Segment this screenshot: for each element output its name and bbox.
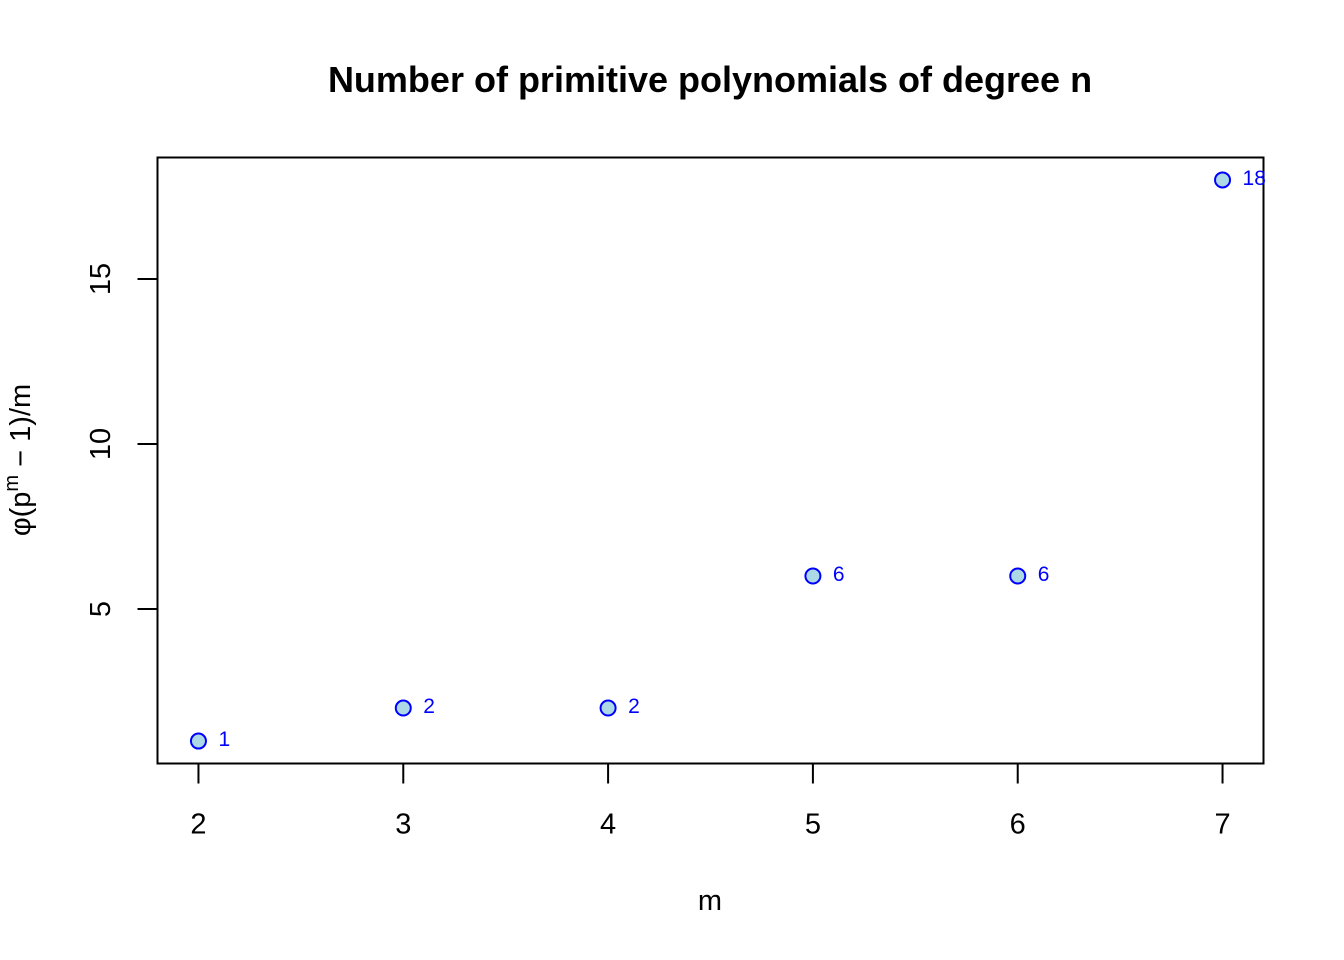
data-point-label: 2 xyxy=(423,695,435,718)
data-point-label: 6 xyxy=(1038,563,1050,586)
x-tick-label: 4 xyxy=(600,809,616,841)
data-point xyxy=(804,567,822,585)
data-point xyxy=(189,732,207,750)
x-tick-label: 3 xyxy=(395,809,411,841)
y-axis: 5 10 15 xyxy=(85,263,158,617)
data-points: 1 2 2 6 6 18 xyxy=(189,167,1266,751)
y-axis-title-suffix: − 1)/m xyxy=(5,384,37,475)
x-axis: 2 3 4 5 6 7 xyxy=(190,763,1231,841)
x-tick-label: 7 xyxy=(1214,809,1230,841)
x-tick-label: 2 xyxy=(190,809,206,841)
y-tick-label: 5 xyxy=(85,601,117,617)
y-axis-title-superscript: m xyxy=(1,475,23,492)
data-point xyxy=(394,699,412,717)
x-tick-label: 6 xyxy=(1010,809,1026,841)
data-point xyxy=(599,699,617,717)
plot-area-frame xyxy=(156,156,1265,765)
chart-title: Number of primitive polynomials of degre… xyxy=(328,59,1092,100)
y-tick-label: 15 xyxy=(85,263,117,295)
data-point-label: 1 xyxy=(218,728,230,751)
data-point xyxy=(1009,567,1027,585)
y-axis-title-prefix: φ(p xyxy=(5,492,37,537)
y-axis-title: φ(pm − 1)/m xyxy=(1,384,37,536)
x-axis-title: m xyxy=(698,885,722,917)
data-point-label: 2 xyxy=(628,695,640,718)
data-point xyxy=(1214,171,1232,189)
data-point-label: 6 xyxy=(833,563,845,586)
data-point-label: 18 xyxy=(1243,167,1266,190)
y-tick-label: 10 xyxy=(85,428,117,460)
x-tick-label: 5 xyxy=(805,809,821,841)
